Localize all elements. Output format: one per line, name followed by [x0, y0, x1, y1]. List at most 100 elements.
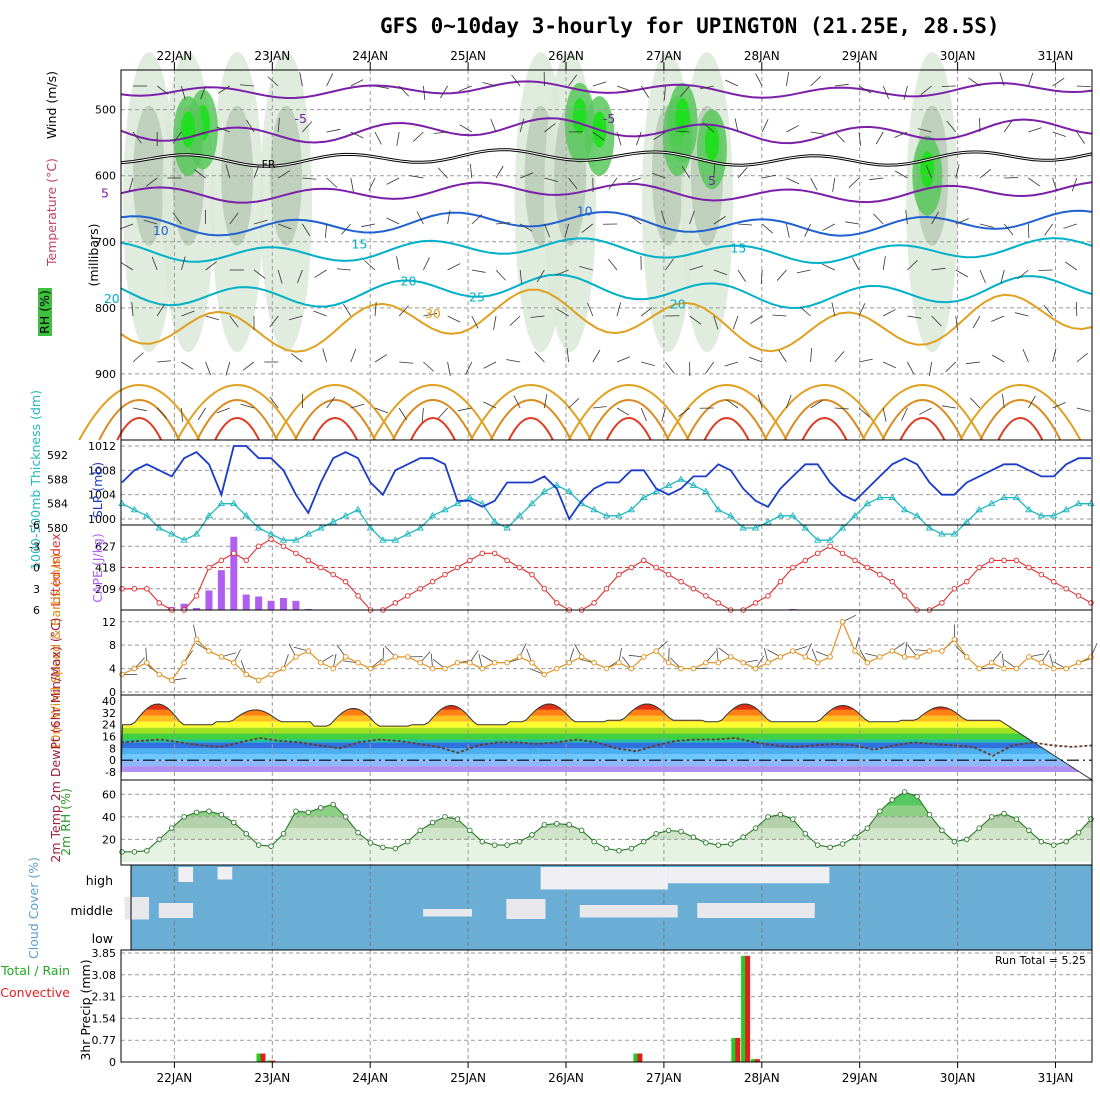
- lifted-index-line-point: [790, 564, 796, 571]
- lifted-index-line-point: [1088, 600, 1094, 606]
- isotherm-line: [120, 117, 1093, 145]
- wind-barb: [343, 303, 352, 317]
- thickness-line-point: [167, 530, 176, 537]
- warm-isotherm: [783, 399, 866, 441]
- wind-barb: [1043, 304, 1053, 317]
- pressure-tick-label: 800: [95, 302, 116, 315]
- rh-line-point: [342, 814, 349, 820]
- wind-speed-line-point: [529, 659, 535, 666]
- lifted-index-line-point: [690, 586, 697, 592]
- wind-barb: [705, 361, 715, 374]
- wind-speed-line-point: [839, 619, 846, 625]
- wind-barb: [689, 315, 702, 325]
- lifted-index-line-point: [404, 593, 411, 599]
- lifted-index-line-point: [355, 593, 361, 599]
- wind-barb: [968, 77, 981, 87]
- wind-barb: [1014, 312, 1029, 317]
- cape-bar: [230, 536, 238, 610]
- pressure-axis-label: (millibars): [86, 223, 101, 286]
- wind-barb: [1076, 85, 1091, 88]
- temperature-tick-label: 40: [102, 695, 116, 708]
- wind-barb: [678, 407, 690, 417]
- rh-tick-label: 40: [102, 811, 116, 824]
- wind-barb: [627, 177, 642, 183]
- wind-barb: [1052, 131, 1066, 137]
- thickness-line-point: [789, 511, 797, 519]
- wind-barb: [907, 315, 922, 319]
- warm-isotherm: [763, 384, 886, 441]
- thickness-line-point: [354, 505, 362, 513]
- isotherm-label: 15: [352, 236, 368, 251]
- wind-barb: [858, 85, 872, 94]
- lifted-index-line-point: [442, 571, 448, 578]
- lifted-index-tick-label: -6: [29, 519, 40, 532]
- rh-line-point: [491, 842, 498, 848]
- isotherm-label: 15: [730, 240, 746, 255]
- wind-barb: [592, 81, 607, 87]
- rh-line-point: [988, 814, 995, 820]
- wind-barb: [858, 407, 870, 418]
- temperature-band: [121, 739, 1092, 743]
- wind-barb: [581, 223, 594, 233]
- wind-barb: [361, 223, 376, 228]
- thickness-line-point: [1074, 499, 1083, 507]
- rh-axis-label: 2m RH (%): [58, 788, 73, 856]
- wind-barb: [314, 269, 327, 278]
- wind-speed-line-point: [516, 654, 523, 660]
- wind-speed-line-point: [765, 659, 771, 666]
- rh-line-point: [529, 832, 535, 838]
- thickness-line-point: [155, 524, 164, 531]
- wind-barb: [786, 177, 800, 185]
- thickness-line-point: [267, 530, 275, 537]
- rh-line-point: [454, 816, 461, 822]
- cape-bar: [217, 570, 225, 610]
- wind-speed-line-point: [243, 671, 249, 678]
- wind-barb: [675, 130, 690, 133]
- rh-line-point: [1075, 829, 1082, 836]
- wind-barb: [858, 303, 866, 317]
- wind-barb: [883, 309, 896, 317]
- lifted-index-line: [122, 538, 1092, 611]
- thickness-line-point: [341, 511, 350, 519]
- lifted-index-line-point: [541, 586, 548, 592]
- wind-speed-line-point: [864, 659, 871, 666]
- wind-barb: [869, 177, 884, 181]
- thickness-line-point: [503, 524, 511, 531]
- isotherm-line: [120, 273, 1093, 310]
- wind-barb: [399, 361, 414, 364]
- wind-barb: [640, 85, 650, 98]
- wind-speed-line-point: [616, 659, 622, 666]
- rh-line-point: [168, 825, 175, 831]
- lifted-index-line-point: [156, 600, 163, 606]
- wind-barb: [544, 394, 548, 409]
- wind-barb: [665, 258, 674, 271]
- lifted-index-line-point: [814, 550, 821, 557]
- rh-band: [122, 805, 1091, 817]
- lifted-index-line-point: [802, 557, 809, 564]
- pressure-tick-label: 900: [95, 368, 116, 381]
- middle-cloud-cell: [124, 897, 150, 920]
- thickness-line-point: [441, 505, 449, 513]
- temperature-band: [121, 727, 1092, 734]
- wind-barb: [969, 397, 981, 409]
- isotherm-line: [120, 288, 1093, 353]
- rh-line-point: [827, 844, 833, 851]
- wind-barb: [592, 349, 601, 363]
- warm-isotherm: [587, 399, 670, 441]
- wind-barb: [907, 361, 915, 375]
- warm-isotherm: [899, 417, 946, 441]
- wind-speed-line-point: [268, 671, 274, 678]
- warm-isotherm: [507, 417, 554, 441]
- wind-speed-line-point: [318, 659, 324, 666]
- thickness-line-point: [801, 524, 810, 531]
- lifted-index-line-point: [628, 564, 635, 571]
- wind-speed-line-point: [305, 648, 312, 654]
- thickness-line-point: [379, 536, 387, 543]
- thickness-line-point: [416, 524, 424, 531]
- wind-speed-line-point: [1063, 665, 1069, 672]
- thickness-line-point: [540, 487, 549, 494]
- wind-barb: [471, 315, 479, 329]
- wind-barb: [240, 84, 255, 87]
- cape-tick-label: 627: [95, 540, 116, 553]
- wind-barb: [804, 223, 811, 237]
